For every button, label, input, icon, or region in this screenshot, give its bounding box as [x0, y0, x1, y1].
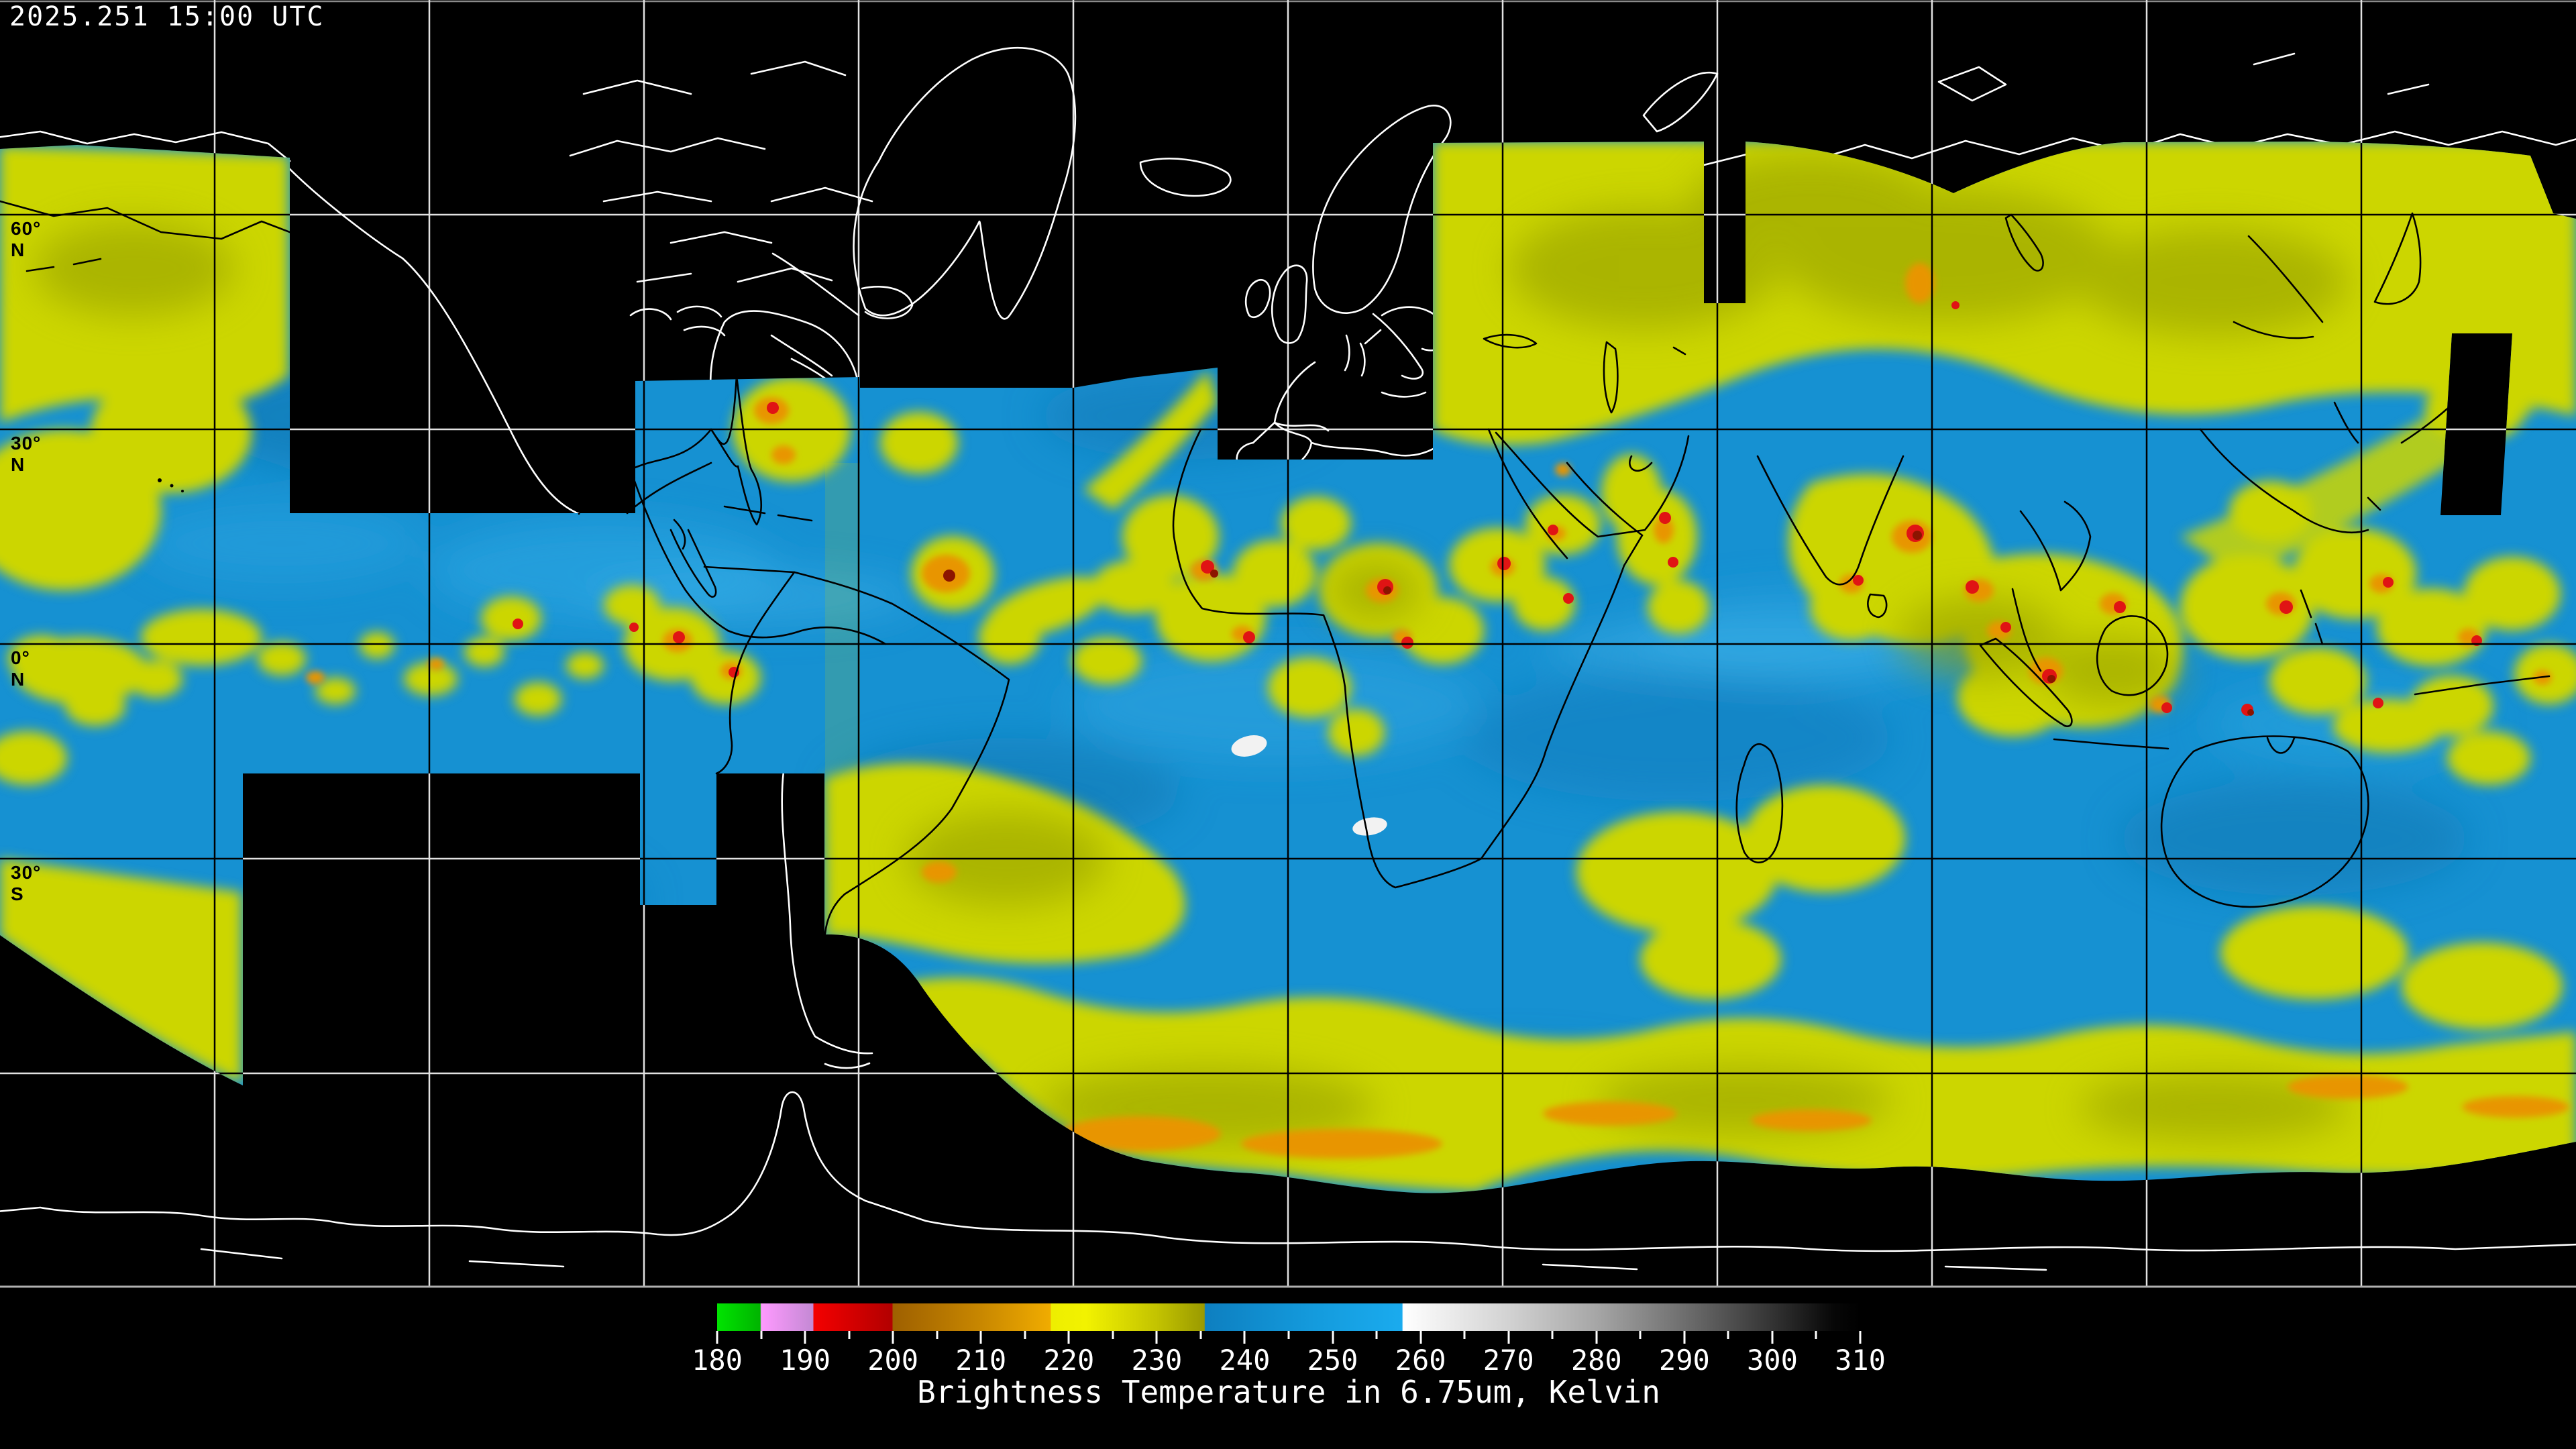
colorbar-tick-label: 290: [1658, 1344, 1710, 1377]
colorbar-minor-tick: [1551, 1331, 1554, 1339]
colorbar-major-tick: [1859, 1331, 1862, 1344]
colorbar-major-tick: [1595, 1331, 1598, 1344]
colorbar-minor-tick: [1639, 1331, 1642, 1339]
colorbar-major-tick: [1507, 1331, 1510, 1344]
colorbar-tick-label: 220: [1043, 1344, 1095, 1377]
colorbar-major-tick: [1067, 1331, 1070, 1344]
colorbar-gradient: [717, 1303, 1860, 1331]
colorbar-tick-label: 310: [1835, 1344, 1886, 1377]
colorbar-tick-label: 190: [780, 1344, 830, 1377]
colorbar-minor-tick: [848, 1331, 851, 1339]
timestamp: 2025.251 15:00 UTC: [9, 1, 325, 32]
colorbar-major-tick: [892, 1331, 894, 1344]
latitude-label: 60° N: [11, 218, 42, 260]
colorbar-minor-tick: [1375, 1331, 1378, 1339]
colorbar-minor-tick: [1815, 1331, 1817, 1339]
coastlines-over-data: [0, 200, 2551, 935]
colorbar-tick-label: 250: [1307, 1344, 1358, 1377]
warm-white-blobs: [1231, 735, 1387, 836]
colorbar-major-tick: [716, 1331, 718, 1344]
latitude-label: 0° N: [11, 647, 30, 690]
colorbar-tick-label: 280: [1570, 1344, 1622, 1377]
colorbar-minor-tick: [1112, 1331, 1114, 1339]
colorbar-ticks: 180 190 200 210 220 230 240 250 260 270 280 290 300 3…: [692, 1331, 1886, 1375]
colorbar-tick-label: 300: [1746, 1344, 1798, 1377]
colorbar-major-tick: [1155, 1331, 1158, 1344]
colorbar-minor-tick: [1199, 1331, 1202, 1339]
colorbar-tick-label: 200: [867, 1344, 919, 1377]
colorbar-tick-label: 180: [692, 1344, 743, 1377]
colorbar-tick-label: 240: [1219, 1344, 1271, 1377]
latitude-label: 30° S: [11, 862, 42, 904]
colorbar-minor-tick: [1024, 1331, 1026, 1339]
colorbar-major-tick: [804, 1331, 806, 1344]
colorbar-major-tick: [979, 1331, 982, 1344]
latitude-label: 30° N: [11, 433, 42, 475]
colorbar-minor-tick: [1463, 1331, 1466, 1339]
red-cloud-tops: [513, 301, 2482, 989]
colorbar-major-tick: [1419, 1331, 1422, 1344]
colorbar-tick-label: 210: [955, 1344, 1007, 1377]
colorbar-minor-tick: [760, 1331, 763, 1339]
colorbar-minor-tick: [1287, 1331, 1290, 1339]
colorbar-tick-label: 260: [1395, 1344, 1446, 1377]
colorbar-major-tick: [1243, 1331, 1246, 1344]
colorbar-caption: Brightness Temperature in 6.75um, Kelvin: [917, 1374, 1660, 1410]
colorbar: 180 190 200 210 220 230 240 250 260 270 280 290 300 3…: [692, 1303, 1886, 1408]
colorbar-major-tick: [1683, 1331, 1686, 1344]
colorbar-major-tick: [1332, 1331, 1334, 1344]
colorbar-minor-tick: [1727, 1331, 1729, 1339]
colorbar-minor-tick: [936, 1331, 938, 1339]
data-layer: [0, 142, 2576, 1193]
colorbar-major-tick: [1771, 1331, 1774, 1344]
colorbar-tick-label: 270: [1483, 1344, 1534, 1377]
colorbar-tick-label: 230: [1131, 1344, 1183, 1377]
latitude-label: 60° S: [11, 1077, 42, 1119]
coastlines-over-void: [0, 46, 2576, 1271]
